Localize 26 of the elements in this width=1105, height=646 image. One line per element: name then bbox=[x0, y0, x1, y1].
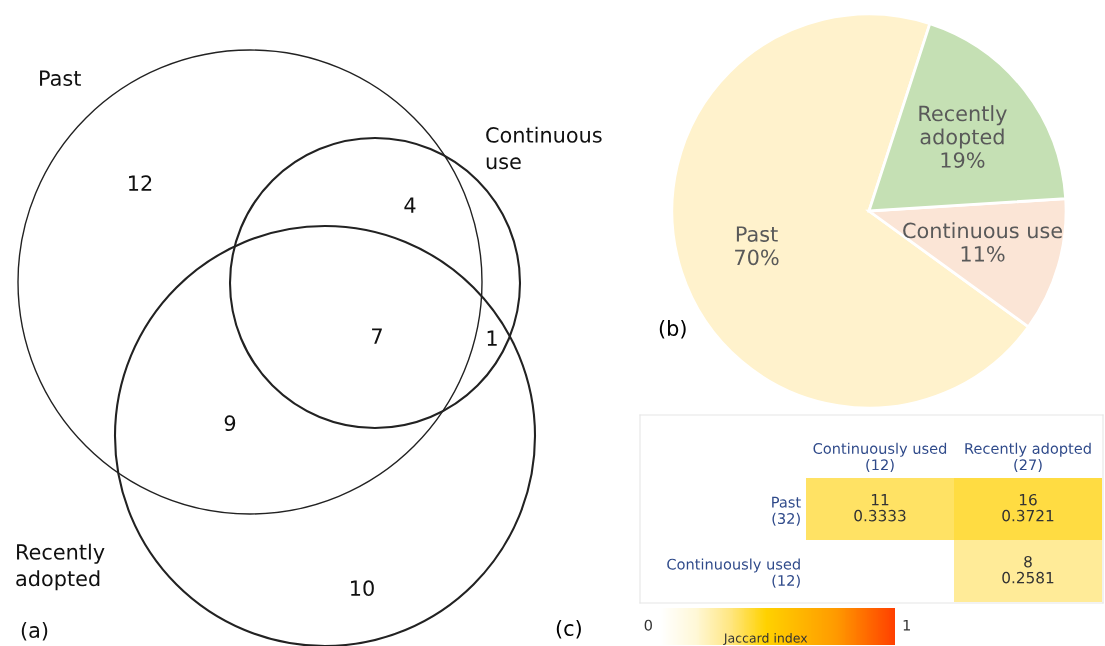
data-label: 8 0.2581 bbox=[1002, 555, 1054, 584]
color-bar-title: Jaccard index bbox=[723, 633, 808, 646]
text: Recently adopted bbox=[16, 543, 105, 591]
color-bar-label: 1 bbox=[903, 619, 910, 631]
text: Continuous use bbox=[486, 126, 602, 170]
data-label: 11% bbox=[961, 245, 1005, 262]
text: 7 bbox=[372, 328, 382, 344]
slice-label: Continuous use bbox=[903, 222, 1063, 239]
data-label: 19% bbox=[941, 152, 985, 168]
text: 10 bbox=[351, 580, 374, 597]
slice-label: Past bbox=[736, 226, 778, 242]
text: Past bbox=[40, 70, 81, 87]
text: (b) bbox=[659, 319, 686, 339]
color-bar-label: 0 bbox=[644, 619, 652, 631]
text: 1 bbox=[487, 330, 497, 346]
text: 4 bbox=[404, 197, 416, 213]
y-tick-label: Past (32) bbox=[772, 496, 801, 526]
data-label: 16 0.3721 bbox=[1002, 493, 1054, 522]
text: 12 bbox=[129, 175, 152, 191]
slice-label: Recently adopted bbox=[919, 105, 1007, 149]
text: (a) bbox=[21, 621, 48, 641]
data-label: 70% bbox=[735, 249, 779, 266]
data-label: 11 0.3333 bbox=[854, 494, 906, 522]
text: 9 bbox=[224, 415, 236, 432]
x-tick-label: Recently adopted (27) bbox=[965, 442, 1091, 473]
text: (c) bbox=[556, 619, 581, 639]
